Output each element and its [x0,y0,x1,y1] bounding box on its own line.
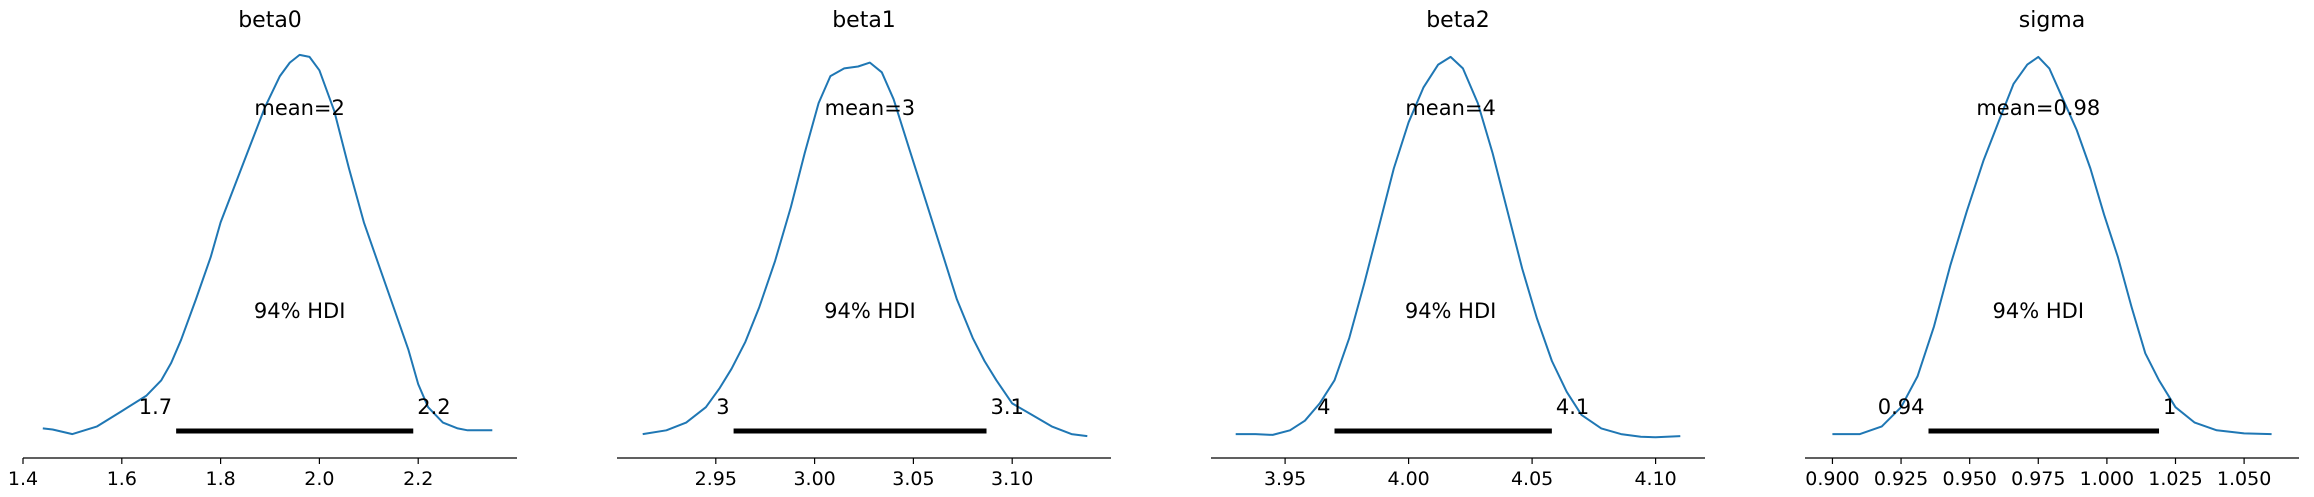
x-tick-label: 2.0 [304,468,334,490]
mean-label: mean=2 [254,96,345,120]
x-tick-label: 0.925 [1874,468,1928,490]
hdi-high-label: 1 [2163,395,2176,419]
hdi-low-label: 4 [1317,395,1330,419]
x-tick-label: 1.000 [2080,468,2134,490]
panel-title: sigma [2019,8,2085,33]
x-tick-label: 4.10 [1634,468,1676,490]
x-tick-label: 2.2 [403,468,433,490]
hdi-label: 94% HDI [1993,299,2085,323]
panel-beta2: beta2 mean=4 94% HDI 4 4.1 3.95 4.00 4.05 4.10 [1211,8,1705,490]
hdi-low-label: 0.94 [1878,395,1925,419]
hdi-high-label: 2.2 [417,395,450,419]
density-line [42,53,493,436]
x-tick-label: 3.05 [892,468,934,490]
x-tick-label: 1.8 [205,468,235,490]
mean-label: mean=0.98 [1976,96,2100,120]
panel-title: beta2 [1426,8,1490,33]
x-tick-label: 4.05 [1511,468,1553,490]
x-tick-label: 0.950 [1942,468,1996,490]
x-tick-label: 3.10 [991,468,1033,490]
x-tick-label: 0.900 [1805,468,1859,490]
mean-label: mean=4 [1405,96,1496,120]
x-tick-label: 1.050 [2217,468,2271,490]
x-tick-label: 1.4 [8,468,38,490]
panel-beta0: beta0 mean=2 94% HDI 1.7 2.2 1.4 1.6 1.8 2.0 2.2 [8,8,517,490]
panel-title: beta1 [832,8,896,33]
panel-sigma: sigma mean=0.98 94% HDI 0.94 1 0.900 0.925 0.95… [1805,8,2299,490]
hdi-low-label: 3 [716,395,729,419]
x-tick-label: 3.00 [793,468,835,490]
hdi-label: 94% HDI [1405,299,1497,323]
hdi-label: 94% HDI [824,299,916,323]
panel-title: beta0 [238,8,302,33]
x-tick-label: 4.00 [1387,468,1429,490]
x-tick-label: 3.95 [1264,468,1306,490]
hdi-high-label: 4.1 [1556,395,1589,419]
x-tick-label: 1.6 [107,468,137,490]
mean-label: mean=3 [825,96,916,120]
x-tick-label: 0.975 [2011,468,2065,490]
density-line [1235,55,1681,439]
hdi-low-label: 1.7 [139,395,172,419]
density-line [1832,55,2272,436]
density-line [642,61,1088,438]
x-tick-label: 1.025 [2148,468,2202,490]
x-tick-label: 2.95 [695,468,737,490]
panel-beta1: beta1 mean=3 94% HDI 3 3.1 2.95 3.00 3.05 3.10 [617,8,1111,490]
hdi-high-label: 3.1 [991,395,1024,419]
hdi-label: 94% HDI [254,299,346,323]
